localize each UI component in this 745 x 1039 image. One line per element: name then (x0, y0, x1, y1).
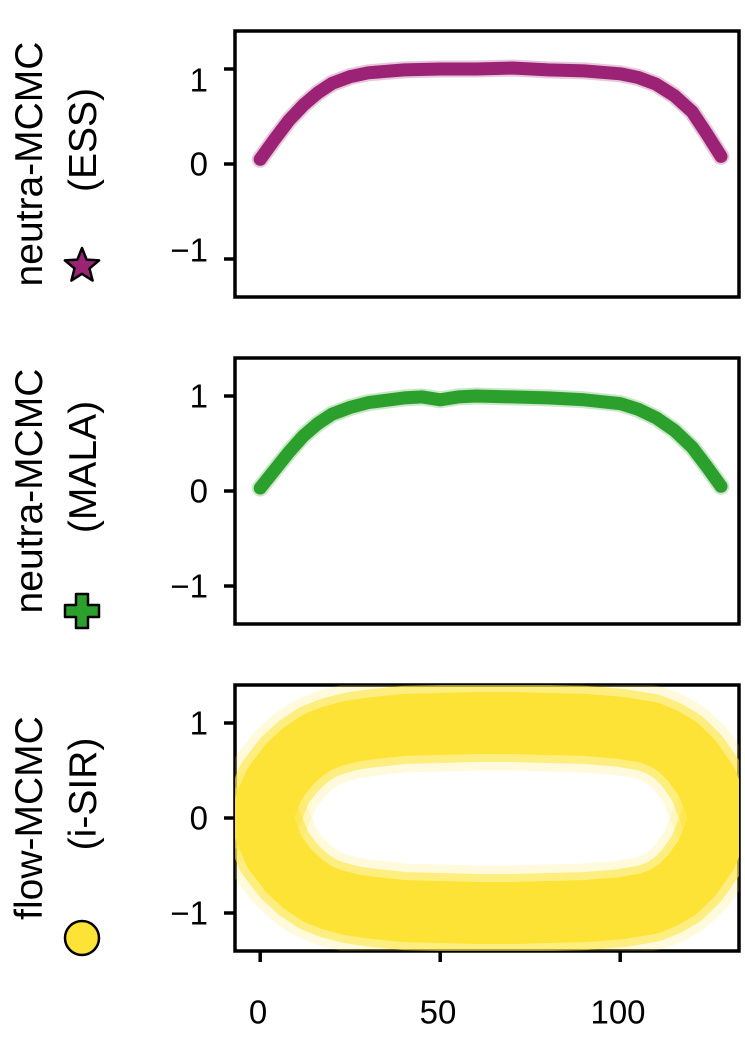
data-layer (251, 59, 730, 168)
y-ticks (224, 394, 235, 588)
row-label-line-1: flow-MCMC (8, 716, 51, 920)
plus-icon (63, 592, 101, 630)
data-layer (251, 387, 730, 497)
series-band (253, 389, 728, 495)
row-label-line-2: (MALA) (62, 401, 105, 533)
panel-isir: 1 0 −1 0 50 100 flow-MCMC (i-SIR) (8, 683, 741, 1031)
y-tick-label: 0 (190, 146, 208, 183)
y-tick-label: 0 (190, 473, 208, 510)
y-tick-label: −1 (170, 895, 208, 932)
data-layer (235, 685, 739, 951)
star-icon (63, 246, 101, 282)
row-label-line-2: (i-SIR) (62, 738, 105, 851)
circle-icon (63, 919, 101, 957)
y-tick-label: 1 (190, 62, 208, 99)
row-label-line-1: neutra-MCMC (8, 42, 51, 287)
x-tick-label: 0 (249, 994, 267, 1031)
row-label-line-2: (ESS) (62, 88, 105, 192)
scatter-cloud-core-lower (235, 787, 739, 944)
row-label-line-1: neutra-MCMC (8, 369, 51, 614)
y-tick-label: −1 (170, 568, 208, 605)
series-band-halo (251, 387, 730, 497)
series-band (253, 61, 728, 166)
x-tick-label: 100 (590, 994, 645, 1031)
row-label-mala: neutra-MCMC (MALA) (8, 369, 105, 614)
x-ticks (258, 951, 622, 962)
scatter-cloud-core-upper (235, 692, 739, 849)
series-band-halo (251, 59, 730, 168)
panel-mala: 1 0 −1 neutra-MCMC (MALA) (8, 356, 741, 630)
panel-ess: 1 0 −1 neutra-MCMC (ESS) (8, 29, 741, 299)
y-tick-label: 1 (190, 705, 208, 742)
y-tick-label: 0 (190, 800, 208, 837)
x-tick-label: 50 (420, 994, 457, 1031)
y-ticks (224, 721, 235, 915)
row-label-ess: neutra-MCMC (ESS) (8, 42, 105, 287)
y-tick-label: 1 (190, 378, 208, 415)
y-tick-label: −1 (170, 232, 208, 269)
y-ticks (224, 67, 235, 261)
row-label-isir: flow-MCMC (i-SIR) (8, 716, 105, 920)
